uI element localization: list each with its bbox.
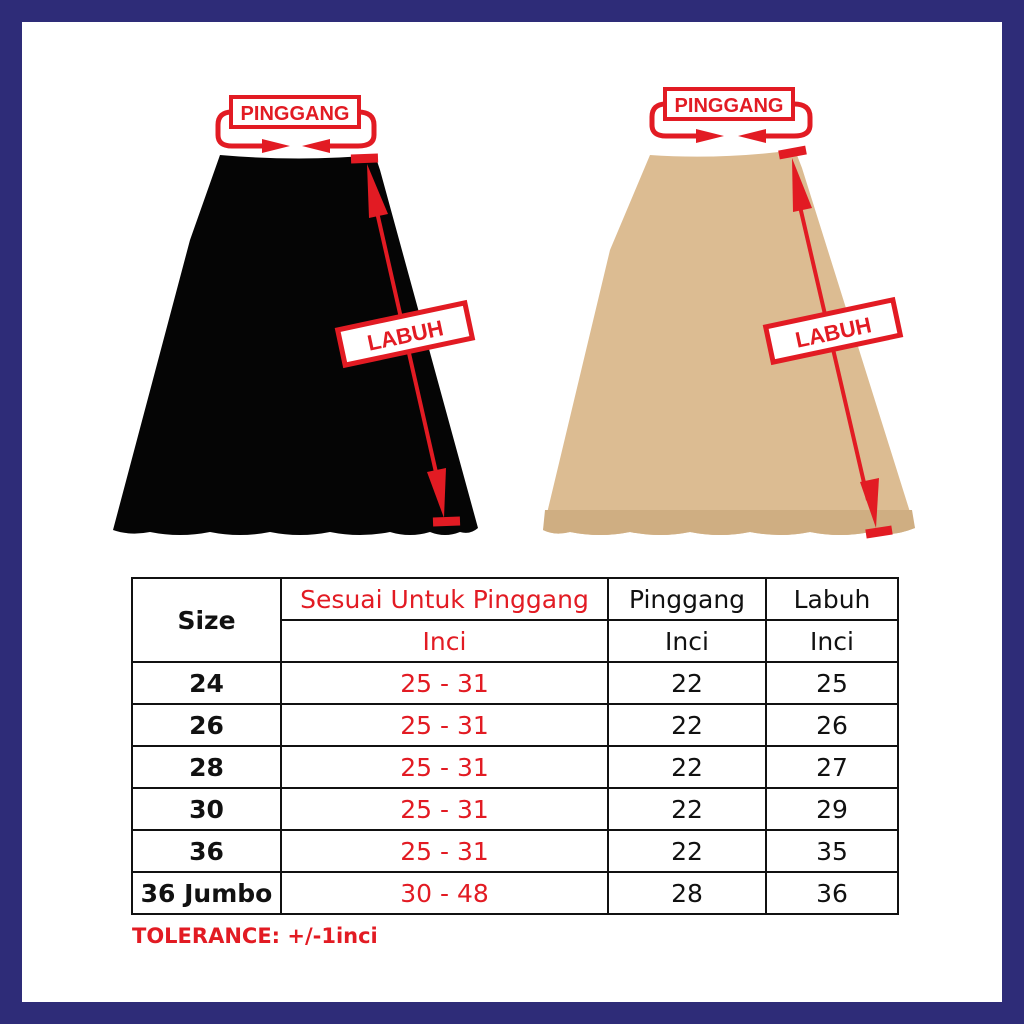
- unit-fit: Inci: [280, 619, 609, 663]
- cell-fit: 25 - 31: [280, 703, 609, 747]
- header-length: Labuh: [765, 577, 899, 621]
- cell-waist: 22: [607, 829, 767, 873]
- cell-fit: 30 - 48: [280, 871, 609, 915]
- cell-length: 25: [765, 661, 899, 705]
- cell-size: 30: [131, 787, 282, 831]
- cell-length: 35: [765, 829, 899, 873]
- cell-fit: 25 - 31: [280, 829, 609, 873]
- waist-label: PINGGANG: [241, 103, 350, 125]
- table-row: 30 25 - 31 22 29: [131, 787, 899, 831]
- cell-size: 36 Jumbo: [131, 871, 282, 915]
- product-image: PINGGANG LABUH PINGGANG: [22, 22, 1002, 1002]
- table-row: 28 25 - 31 22 27: [131, 745, 899, 789]
- cell-size: 24: [131, 661, 282, 705]
- cell-length: 36: [765, 871, 899, 915]
- waist-annotation-right: PINGGANG: [649, 87, 813, 143]
- cell-size: 36: [131, 829, 282, 873]
- cell-length: 26: [765, 703, 899, 747]
- table-row: 24 25 - 31 22 25: [131, 661, 899, 705]
- cell-fit: 25 - 31: [280, 661, 609, 705]
- table-row: 36 Jumbo 30 - 48 28 36: [131, 871, 899, 915]
- header-fit: Sesuai Untuk Pinggang: [280, 577, 609, 621]
- table-header-row: Size Sesuai Untuk Pinggang Pinggang Labu…: [131, 577, 899, 663]
- cell-fit: 25 - 31: [280, 787, 609, 831]
- skirt-illustrations: PINGGANG LABUH PINGGANG: [113, 87, 915, 539]
- waist-annotation-left: PINGGANG: [215, 95, 377, 153]
- cell-waist: 28: [607, 871, 767, 915]
- size-chart-table: Size Sesuai Untuk Pinggang Pinggang Labu…: [131, 577, 899, 915]
- table-unit-row: Inci Inci Inci: [132, 619, 899, 663]
- header-waist: Pinggang: [607, 577, 767, 621]
- table-row: 26 25 - 31 22 26: [131, 703, 899, 747]
- cell-waist: 22: [607, 703, 767, 747]
- cell-fit: 25 - 31: [280, 745, 609, 789]
- length-annotation-right: LABUH: [762, 145, 904, 539]
- tolerance-note: TOLERANCE: +/-1inci: [132, 924, 378, 948]
- cell-waist: 22: [607, 661, 767, 705]
- unit-length: Inci: [765, 619, 899, 663]
- beige-skirt: [543, 150, 915, 535]
- waist-label: PINGGANG: [675, 95, 784, 117]
- cell-waist: 22: [607, 745, 767, 789]
- cell-size: 26: [131, 703, 282, 747]
- unit-waist: Inci: [607, 619, 767, 663]
- cell-size: 28: [131, 745, 282, 789]
- cell-length: 29: [765, 787, 899, 831]
- table-row: 36 25 - 31 22 35: [131, 829, 899, 873]
- header-size: Size: [131, 577, 282, 663]
- length-annotation-left: LABUH: [334, 153, 476, 527]
- cell-waist: 22: [607, 787, 767, 831]
- cell-length: 27: [765, 745, 899, 789]
